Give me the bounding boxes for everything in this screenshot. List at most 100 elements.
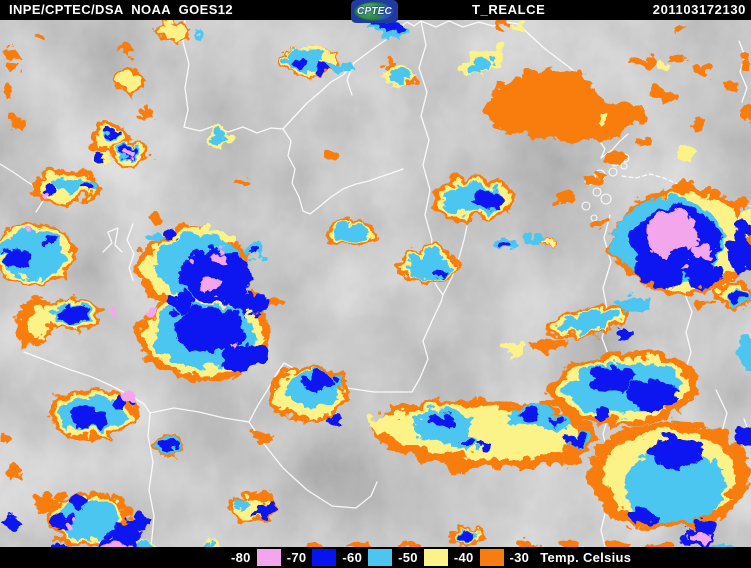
cloud-blob-blue <box>730 217 750 233</box>
legend-title: Temp. Celsius <box>540 550 632 565</box>
cptec-globe-icon: CPTEC <box>354 2 395 21</box>
lake-outline <box>581 201 591 211</box>
lake-outline <box>608 167 618 177</box>
cloud-blob-pink <box>227 338 233 342</box>
legend-label: -30 <box>509 550 530 565</box>
cloud-blob-blue <box>92 151 102 159</box>
map-border-line <box>442 225 468 296</box>
product-name-label: T_REALCE <box>472 2 546 17</box>
cloud-blob-blue <box>722 287 742 299</box>
cloud-blob-cyan <box>128 540 152 547</box>
cloud-blob-orange <box>1 58 19 70</box>
cloud-blob-orange <box>298 539 322 547</box>
cloud-blob-cyan <box>50 173 80 189</box>
cloud-blob-blue <box>221 290 249 306</box>
legend-label: -40 <box>453 550 474 565</box>
cloud-blob-blue <box>218 339 262 365</box>
cloud-blob-blue <box>630 253 680 283</box>
legend-swatch <box>368 549 393 566</box>
map-border-line <box>248 421 378 509</box>
cloud-blob-cyan <box>190 29 200 35</box>
cloud-blob-orange <box>4 112 20 124</box>
cloud-blob-orange <box>584 171 600 181</box>
legend-bar: -80 -70 -60 -50 -40 -30 Temp. Celsius <box>0 547 751 568</box>
cloud-blob-cyan <box>735 334 751 366</box>
cloud-blob-orange <box>663 50 681 60</box>
cloud-blob-blue <box>39 232 51 240</box>
cloud-blob-cyan <box>206 130 224 140</box>
cloud-blob-yellow <box>113 69 139 87</box>
cloud-blob-orange <box>533 394 557 406</box>
cloud-blob-pink <box>678 262 686 268</box>
cloud-blob-orange <box>735 54 745 70</box>
map-border-line <box>102 227 123 253</box>
cloud-blob-pink <box>65 518 75 526</box>
cloud-blob-orange <box>590 216 604 224</box>
cloud-blob-orange <box>601 146 623 158</box>
cloud-blob-orange <box>725 194 745 206</box>
cloud-blob-pink <box>213 243 221 249</box>
legend-swatch <box>312 549 337 566</box>
cloud-blob-pink <box>36 187 44 193</box>
cloud-blob-blue <box>547 414 559 422</box>
legend-swatch <box>256 549 281 566</box>
legend-label: -50 <box>398 550 418 565</box>
cloud-blob-orange <box>650 86 674 98</box>
cloud-blob-orange <box>250 426 270 438</box>
cloud-blob-blue <box>517 407 535 419</box>
cloud-blob-blue <box>500 238 510 244</box>
cloud-blob-blue <box>300 370 332 388</box>
cloud-blob-cyan <box>555 306 615 330</box>
cloud-blob-orange <box>132 102 148 114</box>
color-scale-items: -80 -70 -60 -50 -40 -30 <box>231 549 529 566</box>
cloud-blob-yellow <box>157 20 183 36</box>
cloud-blob-blue <box>453 527 471 537</box>
cloud-blob-cyan <box>143 228 157 236</box>
cloud-blob-blue <box>157 223 173 233</box>
cloud-blob-blue <box>469 187 501 205</box>
cloud-blob-orange <box>324 146 336 154</box>
temperature-enhancement-blobs <box>0 20 751 547</box>
cloud-blob-blue <box>101 127 115 135</box>
cloud-blob-orange <box>603 540 627 547</box>
cloud-blob-orange <box>0 428 6 436</box>
cloud-blob-pink <box>103 304 113 312</box>
cloud-blob-orange <box>1 45 15 55</box>
cloud-blob-orange <box>492 20 508 25</box>
cloud-blob-orange <box>234 176 246 184</box>
cloud-blob-orange <box>630 54 650 66</box>
cloud-blob-orange <box>345 537 365 547</box>
cloud-blob-orange <box>672 24 684 30</box>
cloud-blob-blue <box>624 377 676 407</box>
cloud-blob-blue <box>160 290 190 310</box>
cloud-blob-cyan <box>232 495 248 505</box>
cloud-blob-cyan <box>708 539 732 547</box>
map-border-line <box>346 62 355 96</box>
cloud-blob-pink <box>193 272 219 290</box>
cloud-blob-orange <box>634 132 650 142</box>
cloud-blob-blue <box>312 62 324 70</box>
satellite-image <box>0 20 751 547</box>
timestamp-label: 201103172130 <box>652 2 746 17</box>
cloud-blob-blue <box>250 501 274 515</box>
cloud-blob-cyan <box>403 251 447 275</box>
station-id-label: INPE/CPTEC/DSA NOAA GOES12 <box>9 2 234 17</box>
cloud-blob-blue <box>68 405 102 427</box>
cloud-blob-blue <box>52 540 72 547</box>
cloud-blob-pink <box>141 304 151 312</box>
cloud-blob-blue <box>647 432 697 464</box>
cloud-blob-pink <box>96 538 128 547</box>
lake-outline <box>620 162 628 170</box>
cloud-blob-orange <box>142 210 158 220</box>
cloud-blob-blue <box>172 246 248 298</box>
cloud-blob-cyan <box>329 220 365 240</box>
cptec-logo: CPTEC <box>351 0 398 23</box>
lake-outline <box>600 193 612 205</box>
legend-label: -70 <box>286 550 307 565</box>
cloud-blob-blue <box>682 260 718 284</box>
cloud-blob-orange <box>116 43 132 53</box>
cloud-blob-blue <box>169 304 241 348</box>
cloud-blob-blue <box>627 504 653 520</box>
cloud-blob-yellow <box>593 112 607 120</box>
cptec-logo-text: CPTEC <box>357 6 392 17</box>
